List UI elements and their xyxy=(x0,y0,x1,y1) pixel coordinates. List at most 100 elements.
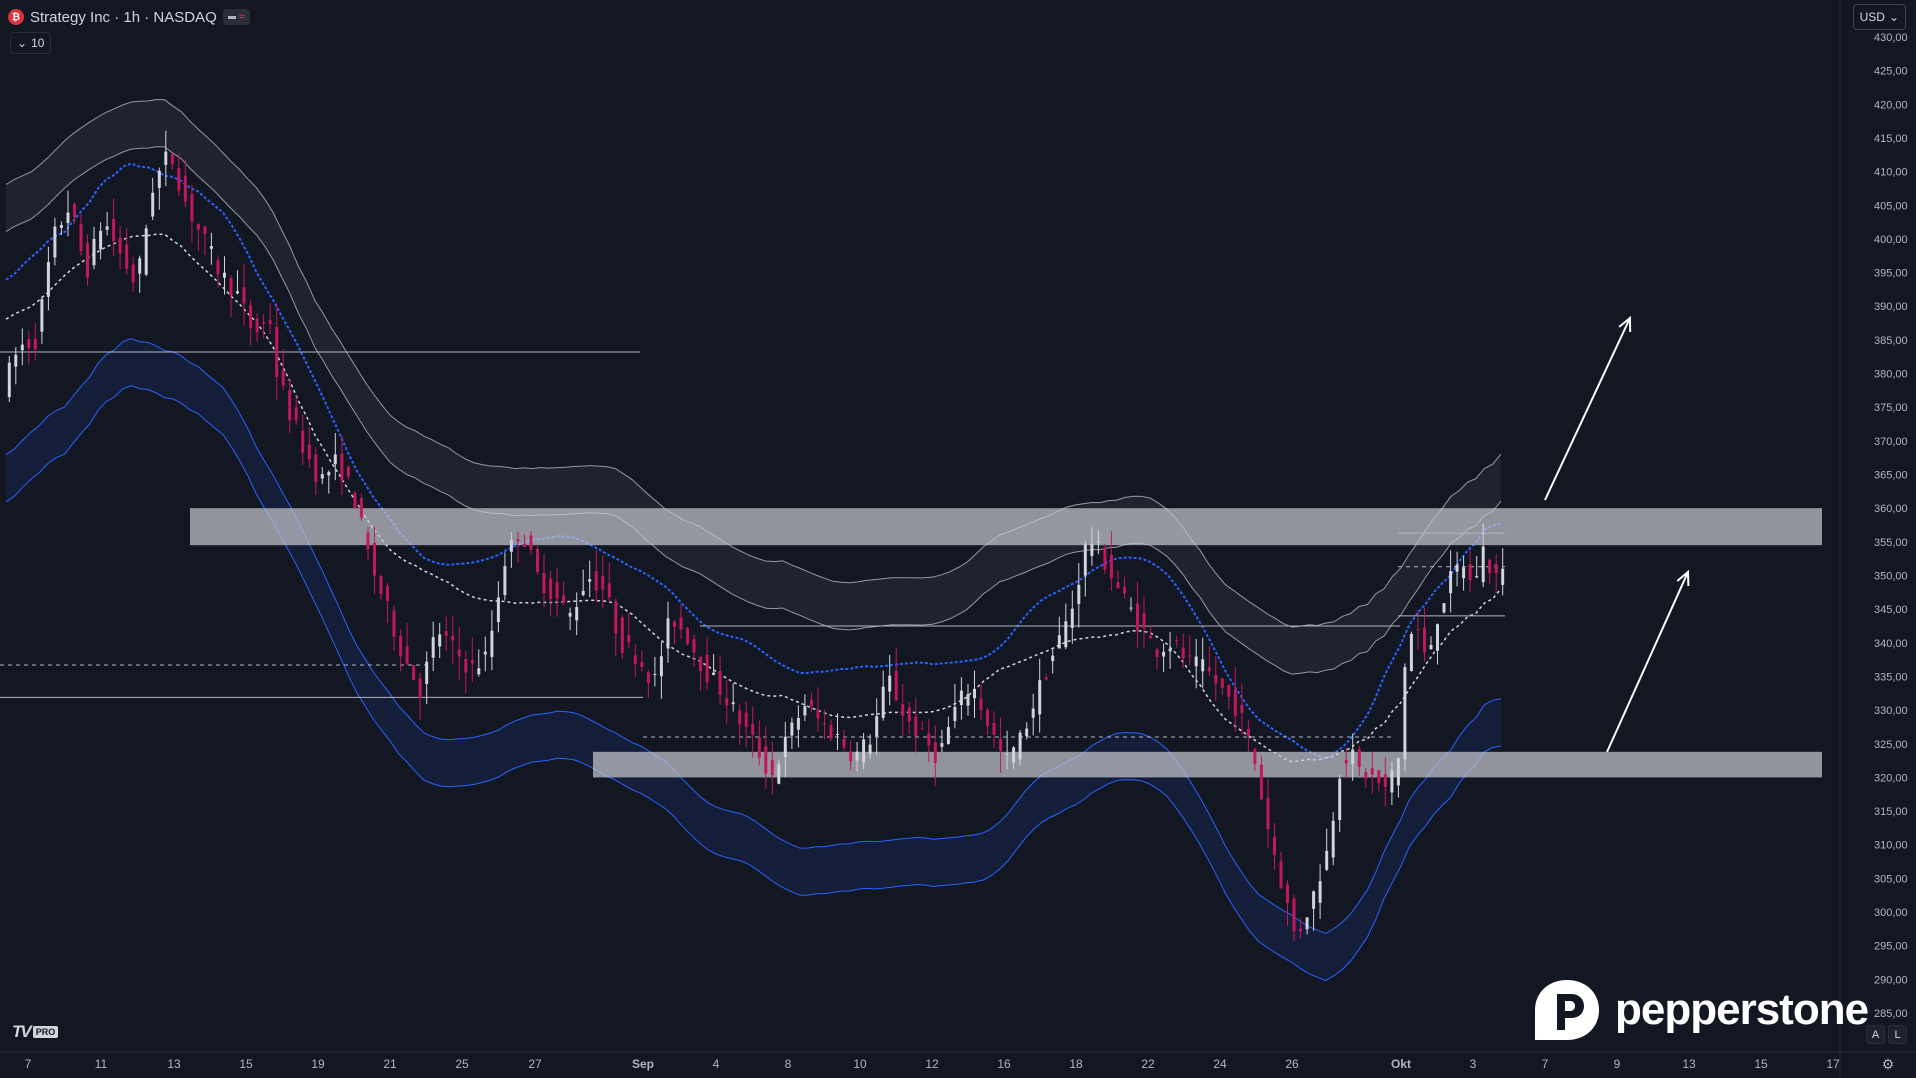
candle-body xyxy=(483,651,487,655)
candle-body xyxy=(33,338,37,350)
candle-body xyxy=(1096,541,1100,543)
candle-body xyxy=(529,535,533,550)
candle-body xyxy=(894,671,898,701)
candle-body xyxy=(568,612,572,617)
candle-body xyxy=(412,665,416,681)
candle-body xyxy=(1273,836,1276,855)
candle-body xyxy=(1325,850,1329,870)
indicators-toggle[interactable]: ⌄ 10 xyxy=(10,32,52,54)
candle-body xyxy=(757,737,761,758)
candle-body xyxy=(144,228,148,275)
candle-body xyxy=(855,751,859,761)
candle-body xyxy=(790,722,794,736)
candle-body xyxy=(294,407,298,421)
tradingview-logo[interactable]: TV PRO xyxy=(12,1022,59,1042)
strategy-logo-icon: ₿ xyxy=(8,9,24,25)
candle-body xyxy=(601,576,605,590)
price-tick-label: 350,00 xyxy=(1874,570,1908,582)
candle-body xyxy=(588,579,592,582)
time-tick-label: 26 xyxy=(1285,1057,1299,1071)
candle-body xyxy=(1403,667,1407,760)
candle-body xyxy=(959,690,963,705)
resistance-zone xyxy=(190,508,1822,546)
candle-body xyxy=(536,548,539,572)
candle-body xyxy=(940,743,944,747)
candle-body xyxy=(1064,621,1068,648)
candle-body xyxy=(386,586,389,602)
log-scale-button[interactable]: L xyxy=(1888,1025,1907,1044)
candle-body xyxy=(1220,678,1224,688)
price-tick-label: 345,00 xyxy=(1874,604,1908,616)
candle-body xyxy=(496,597,500,623)
candle-body xyxy=(66,212,70,223)
time-tick-label: 7 xyxy=(25,1057,32,1071)
candle-body xyxy=(105,226,109,230)
time-tick-label: 7 xyxy=(1542,1057,1549,1071)
candle-body xyxy=(314,454,318,483)
candle-body xyxy=(836,734,839,735)
price-tick-label: 360,00 xyxy=(1874,503,1908,515)
candle-body xyxy=(999,738,1003,751)
price-tick-label: 400,00 xyxy=(1874,234,1908,246)
price-tick-label: 425,00 xyxy=(1874,66,1908,78)
symbol-header[interactable]: ₿ Strategy Inc · 1h · NASDAQ ≈ xyxy=(8,6,250,28)
candle-body xyxy=(1168,648,1172,652)
candle-body xyxy=(516,539,520,542)
candle-body xyxy=(927,733,931,746)
candlestick-series xyxy=(7,130,1505,942)
candle-body xyxy=(1162,651,1166,657)
candle-body xyxy=(1338,778,1342,820)
candle-body xyxy=(229,278,233,296)
candle-body xyxy=(20,344,24,351)
candle-body xyxy=(1155,649,1159,658)
candle-body xyxy=(933,742,937,763)
candle-body xyxy=(1109,554,1113,578)
candle-body xyxy=(203,226,207,234)
candle-body xyxy=(549,578,553,600)
candle-body xyxy=(366,532,370,550)
up-arrow-upper xyxy=(1544,317,1631,501)
upper-band-inner xyxy=(5,146,1502,675)
candle-body xyxy=(901,704,905,716)
approx-icon: ≈ xyxy=(238,11,245,23)
candle-body xyxy=(164,151,168,165)
candle-body xyxy=(1103,547,1107,570)
candle-body xyxy=(112,218,116,241)
status-badge[interactable]: ≈ xyxy=(222,9,250,25)
candle-body xyxy=(1409,633,1413,672)
candle-body xyxy=(1057,635,1061,649)
gear-icon[interactable]: ⚙ xyxy=(1881,1055,1895,1072)
candle-body xyxy=(275,326,279,378)
price-axis[interactable]: 430,00 425,00 420,00 415,00 410,00 405,00 400,… xyxy=(1874,32,1908,1020)
candle-body xyxy=(405,646,409,664)
candle-body xyxy=(1194,656,1198,667)
candle-body xyxy=(979,698,983,710)
candle-body xyxy=(1051,655,1055,662)
price-tick-label: 355,00 xyxy=(1874,537,1908,549)
upper-band-fill xyxy=(6,99,1501,675)
candle-body xyxy=(1383,774,1387,787)
candle-body xyxy=(881,686,885,718)
price-zones xyxy=(190,508,1822,778)
candle-body xyxy=(1351,749,1355,764)
candle-body xyxy=(966,694,970,706)
time-tick-label: 11 xyxy=(95,1057,108,1071)
candle-body xyxy=(40,299,44,332)
candle-body xyxy=(1083,544,1087,576)
candle-body xyxy=(920,728,924,730)
candle-body xyxy=(14,354,18,367)
candle-body xyxy=(1481,546,1485,583)
candle-body xyxy=(823,723,826,725)
currency-selector[interactable]: USD ⌄ xyxy=(1852,4,1906,30)
candle-body xyxy=(1377,770,1381,783)
chevron-down-icon: ⌄ xyxy=(1888,10,1899,24)
candle-body xyxy=(803,706,807,716)
auto-scale-button[interactable]: A xyxy=(1866,1025,1885,1044)
candle-body xyxy=(457,649,461,657)
symbol-title[interactable]: Strategy Inc · 1h · NASDAQ xyxy=(30,8,217,26)
chevron-down-icon: ⌄ xyxy=(17,36,28,50)
candle-body xyxy=(399,635,403,657)
candle-body xyxy=(1253,749,1257,764)
